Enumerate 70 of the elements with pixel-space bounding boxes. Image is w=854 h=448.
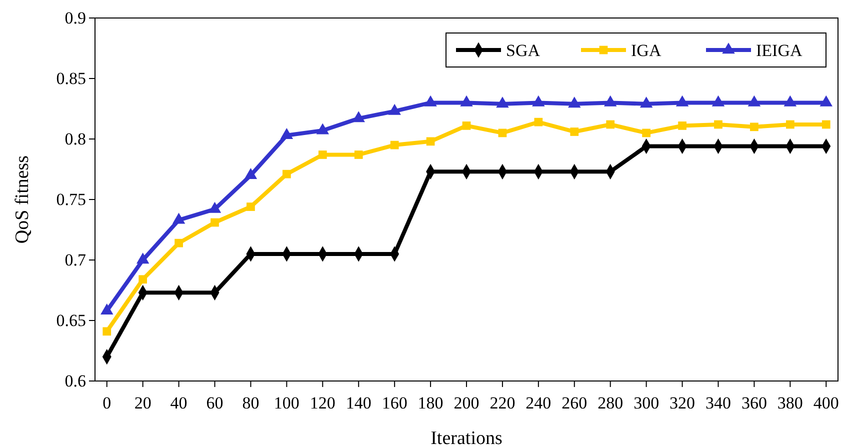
point xyxy=(496,96,509,108)
point xyxy=(102,327,112,336)
point xyxy=(822,120,830,129)
x-tick-label: 380 xyxy=(777,394,803,413)
x-tick-label: 200 xyxy=(454,394,480,413)
y-tick-label: 0.65 xyxy=(56,310,86,330)
x-tick-label: 100 xyxy=(274,394,300,413)
y-tick-label: 0.7 xyxy=(64,250,86,270)
point xyxy=(714,120,722,129)
point xyxy=(786,120,794,129)
x-tick-label: 260 xyxy=(562,394,588,413)
legend-label: IGA xyxy=(631,40,662,60)
x-tick-label: 40 xyxy=(170,394,188,413)
legend-label: SGA xyxy=(506,40,541,60)
point xyxy=(352,111,365,122)
x-tick-label: 60 xyxy=(206,394,224,413)
x-tick-label: 360 xyxy=(741,394,767,413)
y-tick-label: 0.75 xyxy=(56,190,86,209)
x-tick-label: 280 xyxy=(598,394,624,413)
point xyxy=(532,95,545,106)
point xyxy=(642,128,650,138)
point xyxy=(424,95,437,106)
x-tick-label: 120 xyxy=(310,394,336,413)
point xyxy=(640,96,653,108)
point xyxy=(390,140,399,150)
point xyxy=(280,128,294,140)
point xyxy=(318,150,327,159)
point xyxy=(210,218,219,227)
y-tick-label: 0.8 xyxy=(64,129,86,148)
x-tick-label: 20 xyxy=(134,394,152,413)
point xyxy=(138,275,148,284)
x-tick-label: 140 xyxy=(346,394,372,413)
point xyxy=(604,95,617,106)
point xyxy=(246,202,255,211)
x-tick-label: 320 xyxy=(670,394,696,413)
x-tick-label: 340 xyxy=(705,394,731,413)
point xyxy=(316,123,330,134)
point xyxy=(354,150,363,159)
point xyxy=(460,95,473,106)
x-tick-label: 180 xyxy=(418,394,444,413)
point xyxy=(676,95,689,106)
point xyxy=(174,238,183,248)
y-tick-label: 0.85 xyxy=(56,68,86,88)
point xyxy=(750,122,758,132)
point xyxy=(462,122,471,130)
point xyxy=(388,104,401,115)
point xyxy=(748,95,761,106)
point xyxy=(534,118,543,126)
point xyxy=(678,122,686,130)
y-tick-label: 0.9 xyxy=(64,8,86,28)
x-axis-title: Iterations xyxy=(430,428,502,448)
point xyxy=(712,95,725,106)
x-tick-label: 80 xyxy=(242,394,260,413)
point xyxy=(820,95,832,106)
x-tick-label: 0 xyxy=(102,394,112,413)
point xyxy=(498,128,507,138)
point xyxy=(570,128,579,136)
y-tick-label: 0.6 xyxy=(64,371,86,390)
point xyxy=(606,120,615,129)
point xyxy=(282,170,291,178)
point xyxy=(426,137,435,146)
x-tick-label: 240 xyxy=(526,394,552,413)
point xyxy=(568,96,581,108)
x-tick-label: 220 xyxy=(490,394,516,413)
point xyxy=(784,95,797,106)
x-tick-label: 160 xyxy=(382,394,408,413)
legend-label: IEIGA xyxy=(756,40,803,60)
x-tick-label: 300 xyxy=(634,394,660,413)
y-axis-title: QoS fitness xyxy=(12,155,33,244)
x-tick-label: 400 xyxy=(813,394,839,413)
